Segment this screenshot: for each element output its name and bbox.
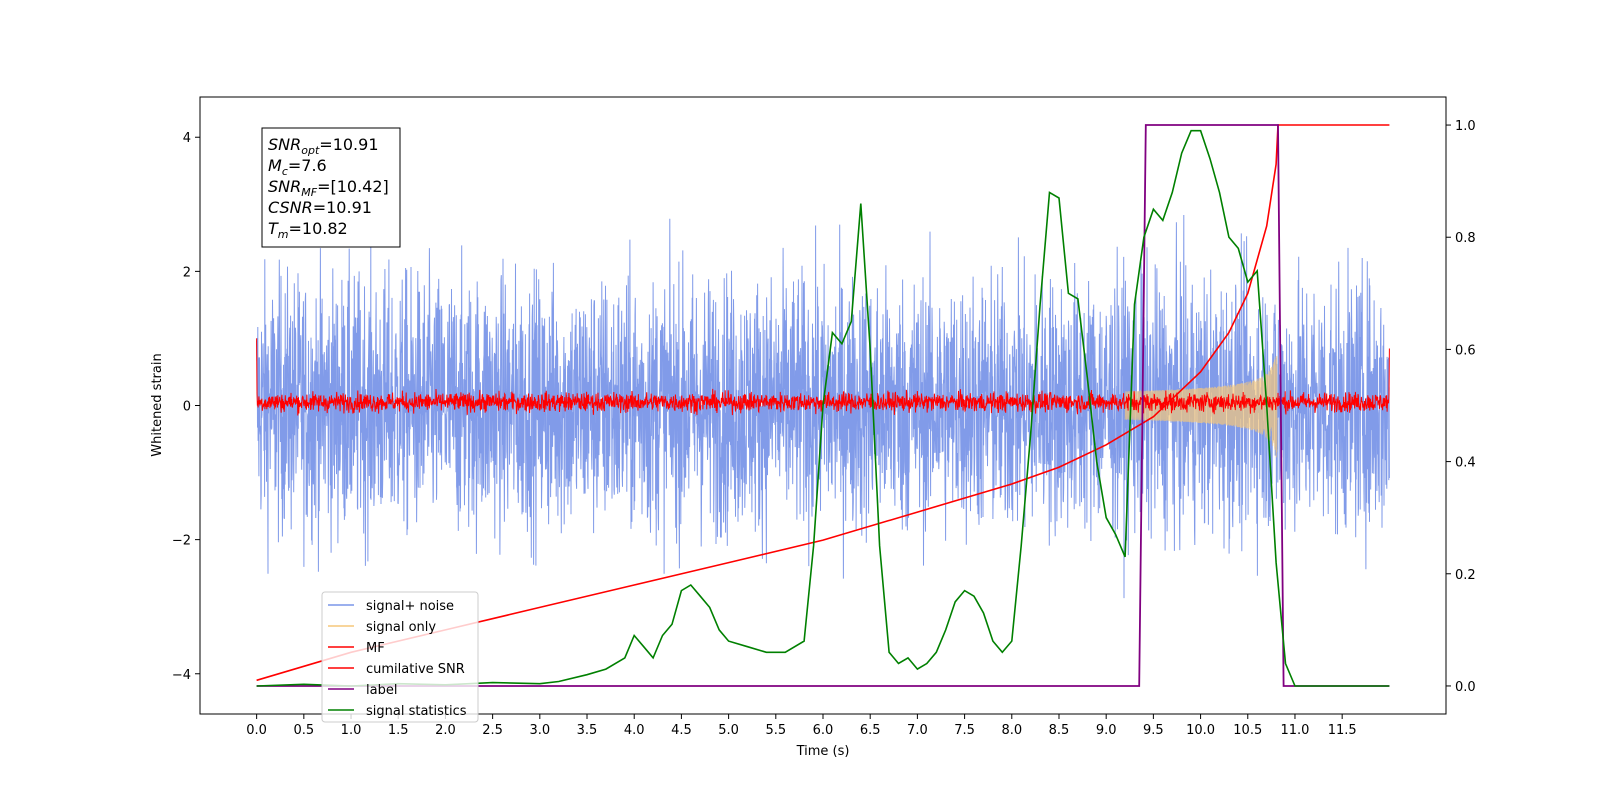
x-tick-label: 0.0 <box>246 723 267 738</box>
x-tick-label: 2.0 <box>435 723 456 738</box>
y-tick-label-left: −2 <box>172 534 191 549</box>
x-tick-label: 10.0 <box>1186 723 1215 738</box>
x-axis-ticks: 0.0 0.5 1.0 1.5 2.0 2.5 3.0 3.5 4.0 4.5 5.0 5.5 6.0 6… <box>246 714 1357 738</box>
plot-area <box>256 124 1390 687</box>
x-tick-label: 11.5 <box>1328 723 1357 738</box>
x-tick-label: 8.0 <box>1001 723 1022 738</box>
y-tick-label-right: 0.0 <box>1455 680 1476 695</box>
y-tick-label-left: 0 <box>183 400 191 415</box>
x-tick-label: 1.5 <box>388 723 409 738</box>
x-axis-label: Time (s) <box>796 744 850 759</box>
x-tick-label: 9.0 <box>1096 723 1117 738</box>
y-tick-label-left: 2 <box>183 265 191 280</box>
x-tick-label: 7.5 <box>954 723 975 738</box>
series-signal-statistics <box>256 129 1390 687</box>
y-tick-label-left: 4 <box>183 131 191 146</box>
y-axis-label: Whitened strain <box>150 353 165 456</box>
x-tick-label: 3.5 <box>577 723 598 738</box>
legend-label: MF <box>366 641 385 656</box>
x-tick-label: 5.0 <box>718 723 739 738</box>
x-tick-label: 4.5 <box>671 723 692 738</box>
y-tick-label-right: 0.4 <box>1455 456 1476 471</box>
y-axis-right-ticks: 1.0 0.8 0.6 0.4 0.2 0.0 <box>1446 119 1476 695</box>
legend-label: cumilative SNR <box>366 662 465 677</box>
x-tick-label: 1.0 <box>341 723 362 738</box>
annotation-line: SNRopt=10.91 <box>268 135 379 157</box>
x-tick-label: 5.5 <box>765 723 786 738</box>
y-axis-left-ticks: 4 2 0 −2 −4 <box>172 131 200 683</box>
x-tick-label: 2.5 <box>482 723 503 738</box>
x-tick-label: 6.0 <box>813 723 834 738</box>
annotation-line: Tm=10.82 <box>268 219 348 241</box>
x-tick-label: 7.0 <box>907 723 928 738</box>
legend-label: signal+ noise <box>366 599 454 614</box>
annotation-box: SNRopt=10.91Mc=7.6SNRMF=[10.42]CSNR=10.9… <box>261 127 401 248</box>
x-tick-label: 10.5 <box>1233 723 1262 738</box>
series-cumulative-snr <box>256 124 1390 682</box>
x-tick-label: 3.0 <box>529 723 550 738</box>
x-tick-label: 6.5 <box>860 723 881 738</box>
legend-label: signal only <box>366 620 436 635</box>
y-tick-label-right: 0.8 <box>1455 231 1476 246</box>
annotation-line: Mc=7.6 <box>268 156 327 178</box>
x-tick-label: 0.5 <box>293 723 314 738</box>
annotation-line: CSNR=10.91 <box>268 198 372 217</box>
x-tick-label: 11.0 <box>1280 723 1309 738</box>
x-tick-label: 8.5 <box>1049 723 1070 738</box>
y-tick-label-left: −4 <box>172 668 191 683</box>
legend: signal+ noise signal only MF cumilative SNR… <box>321 591 479 723</box>
y-tick-label-right: 0.6 <box>1455 343 1476 358</box>
legend-label: signal statistics <box>366 704 467 719</box>
y-tick-label-right: 0.2 <box>1455 568 1476 583</box>
legend-label: label <box>366 683 397 698</box>
annotation-line: SNRMF=[10.42] <box>268 177 389 199</box>
x-tick-label: 9.5 <box>1143 723 1164 738</box>
x-tick-label: 4.0 <box>624 723 645 738</box>
y-tick-label-right: 1.0 <box>1455 119 1476 134</box>
